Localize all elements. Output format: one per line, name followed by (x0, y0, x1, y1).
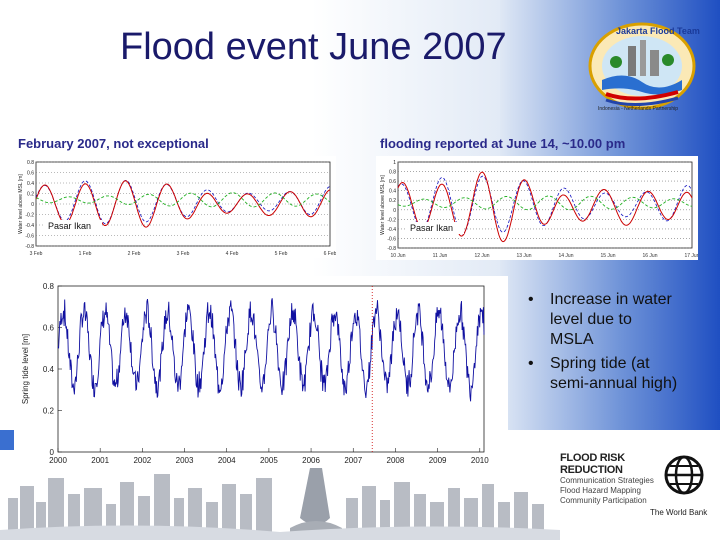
y-tick-label: 0.6 (389, 179, 396, 185)
x-tick-label: 10 Jun (390, 253, 405, 259)
y-tick-label: -0.4 (387, 227, 396, 233)
x-tick-label: 2006 (302, 456, 320, 465)
x-tick-label: 2008 (387, 456, 405, 465)
drr-line: Flood Hazard Mapping (560, 486, 641, 495)
x-tick-label: 4 Feb (226, 251, 239, 257)
drr-heading: FLOOD RISK REDUCTION (560, 452, 625, 476)
x-tick-label: 2004 (218, 456, 236, 465)
series-line-residual (35, 192, 331, 208)
x-tick-label: 2 Feb (128, 251, 141, 257)
x-tick-label: 14 Jun (558, 253, 573, 259)
x-tick-label: 2002 (133, 456, 151, 465)
series-line-observed (397, 171, 693, 243)
x-tick-label: 2009 (429, 456, 447, 465)
y-tick-label: -0.6 (387, 236, 396, 242)
y-tick-label: -0.8 (387, 246, 396, 252)
y-tick-label: -0.2 (387, 217, 396, 223)
bullet-text: Spring tide (at semi-annual high) (550, 355, 678, 392)
x-tick-label: 2010 (471, 456, 489, 465)
y-tick-label: -0.2 (25, 213, 34, 219)
february-chart-panel: 0.8 0.6 0.4 0.2 0 -0.2 -0.4 -0.6 -0.8 3 Feb 1 Feb 2… (14, 156, 337, 258)
series-line-spring-tide (57, 298, 485, 402)
y-tick-label: 0.2 (389, 198, 396, 204)
logo-subtext: Indonesia - Netherlands Partnership (598, 106, 678, 112)
x-tick-label: 2005 (260, 456, 278, 465)
y-tick-label: -0.6 (25, 234, 34, 240)
june-water-level-chart: 1 0.8 0.6 0.4 0.2 0 -0.2 -0.4 -0.6 -0.810 Jun 11 J… (380, 160, 700, 259)
bullet-item: • Increase in water level due to MSLA (528, 291, 672, 348)
flood-risk-reduction-logo: FLOOD RISK REDUCTION Communication Strat… (560, 452, 660, 506)
series-line-residual (397, 195, 693, 211)
x-tick-label: 2003 (176, 456, 194, 465)
x-tick-label: 2001 (91, 456, 109, 465)
legend-box (44, 220, 102, 232)
bullet-item: • Spring tide (at semi-annual high) (528, 355, 678, 392)
world-bank-label: The World Bank (650, 508, 708, 517)
y-tick-label: 0.8 (43, 282, 55, 291)
y-tick-label: 0 (393, 208, 396, 214)
drr-line: Communication Strategies (560, 476, 654, 485)
y-tick-label: 0.4 (389, 189, 396, 195)
y-tick-label: 0 (50, 448, 55, 457)
station-label: Pasar Ikan (48, 221, 91, 231)
june-chart-panel: 1 0.8 0.6 0.4 0.2 0 -0.2 -0.4 -0.6 -0.8 10 Jun 11 J… (376, 156, 700, 260)
plot-frame (397, 161, 693, 249)
x-tick-label: 15 Jun (600, 253, 615, 259)
spring-tide-chart-panel: 0 0.2 0.4 0.6 0.8 2000 2001 2002 2003 2004 2005 200… (14, 276, 508, 468)
y-tick-label: 1 (393, 160, 396, 166)
station-label: Pasar Ikan (410, 223, 453, 233)
subtitle-february: February 2007, not exceptional (18, 136, 209, 151)
x-tick-label: 16 Jun (642, 253, 657, 259)
y-tick-label: 0.4 (43, 365, 55, 374)
spring-tide-level-chart: 0 0.2 0.4 0.6 0.8 2000 2001 2002 2003 2004 2005 200… (21, 282, 489, 465)
y-axis-label: Water level above MSL [m] (380, 175, 386, 235)
x-tick-label: 3 Feb (30, 251, 43, 257)
x-tick-label: 2000 (49, 456, 67, 465)
y-tick-label: 0 (31, 202, 34, 208)
y-axis-label: Water level above MSL [m] (18, 174, 24, 234)
series-line-observed (35, 180, 331, 228)
y-tick-label: 0.6 (43, 324, 55, 333)
series-line-predicted (397, 175, 693, 235)
x-tick-label: 11 Jun (433, 253, 448, 259)
bullet-list: • Increase in water level due to MSLA • Sp… (518, 290, 678, 398)
world-bank-globe-icon (664, 455, 704, 495)
bullet-text: Increase in water level due to MSLA (550, 291, 672, 348)
accent-stripe (0, 430, 14, 450)
logo-text: Jakarta Flood Team (616, 26, 700, 36)
y-tick-label: 0.8 (389, 170, 396, 176)
x-tick-label: 1 Feb (79, 251, 92, 257)
y-tick-label: -0.4 (25, 223, 34, 229)
city-skyline-illustration (0, 468, 560, 540)
y-tick-label: 0.8 (27, 160, 34, 166)
x-tick-label: 12 Jun (474, 253, 489, 259)
slide-title: Flood event June 2007 (120, 26, 507, 68)
y-axis-label: Spring tide level [m] (21, 334, 30, 404)
y-tick-label: 0.2 (27, 192, 34, 198)
february-water-level-chart: 0.80.60.40.20-0.2-0.4-0.6-0.83 Feb 1 Feb 2… (18, 160, 337, 257)
subtitle-june: flooding reported at June 14, ~10.00 pm (380, 136, 626, 151)
y-tick-label: 0.6 (27, 171, 34, 177)
y-tick-label: 0.2 (43, 407, 55, 416)
jakarta-flood-team-logo: Jakarta Flood Team Indonesia - Netherlan… (580, 20, 700, 112)
x-tick-label: 3 Feb (177, 251, 190, 257)
x-tick-label: 6 Feb (324, 251, 336, 257)
legend-box (406, 222, 464, 234)
y-tick-label: 0.4 (27, 181, 34, 187)
x-tick-label: 13 Jun (516, 253, 531, 259)
x-tick-label: 17 Jun (684, 253, 698, 259)
drr-line: Community Participation (560, 496, 647, 505)
x-tick-label: 2007 (344, 456, 362, 465)
y-tick-label: -0.8 (25, 244, 34, 250)
x-tick-label: 5 Feb (275, 251, 288, 257)
